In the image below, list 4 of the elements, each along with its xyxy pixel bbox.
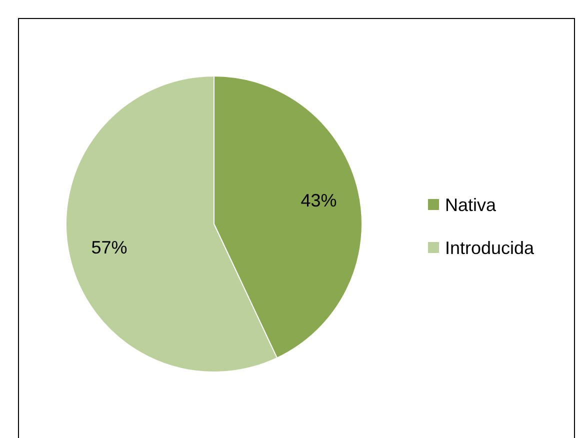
data-label: 57%: [91, 237, 128, 258]
legend-label: Introducida: [445, 238, 536, 258]
legend-label: Nativa: [445, 195, 498, 215]
data-label: 43%: [300, 190, 337, 211]
